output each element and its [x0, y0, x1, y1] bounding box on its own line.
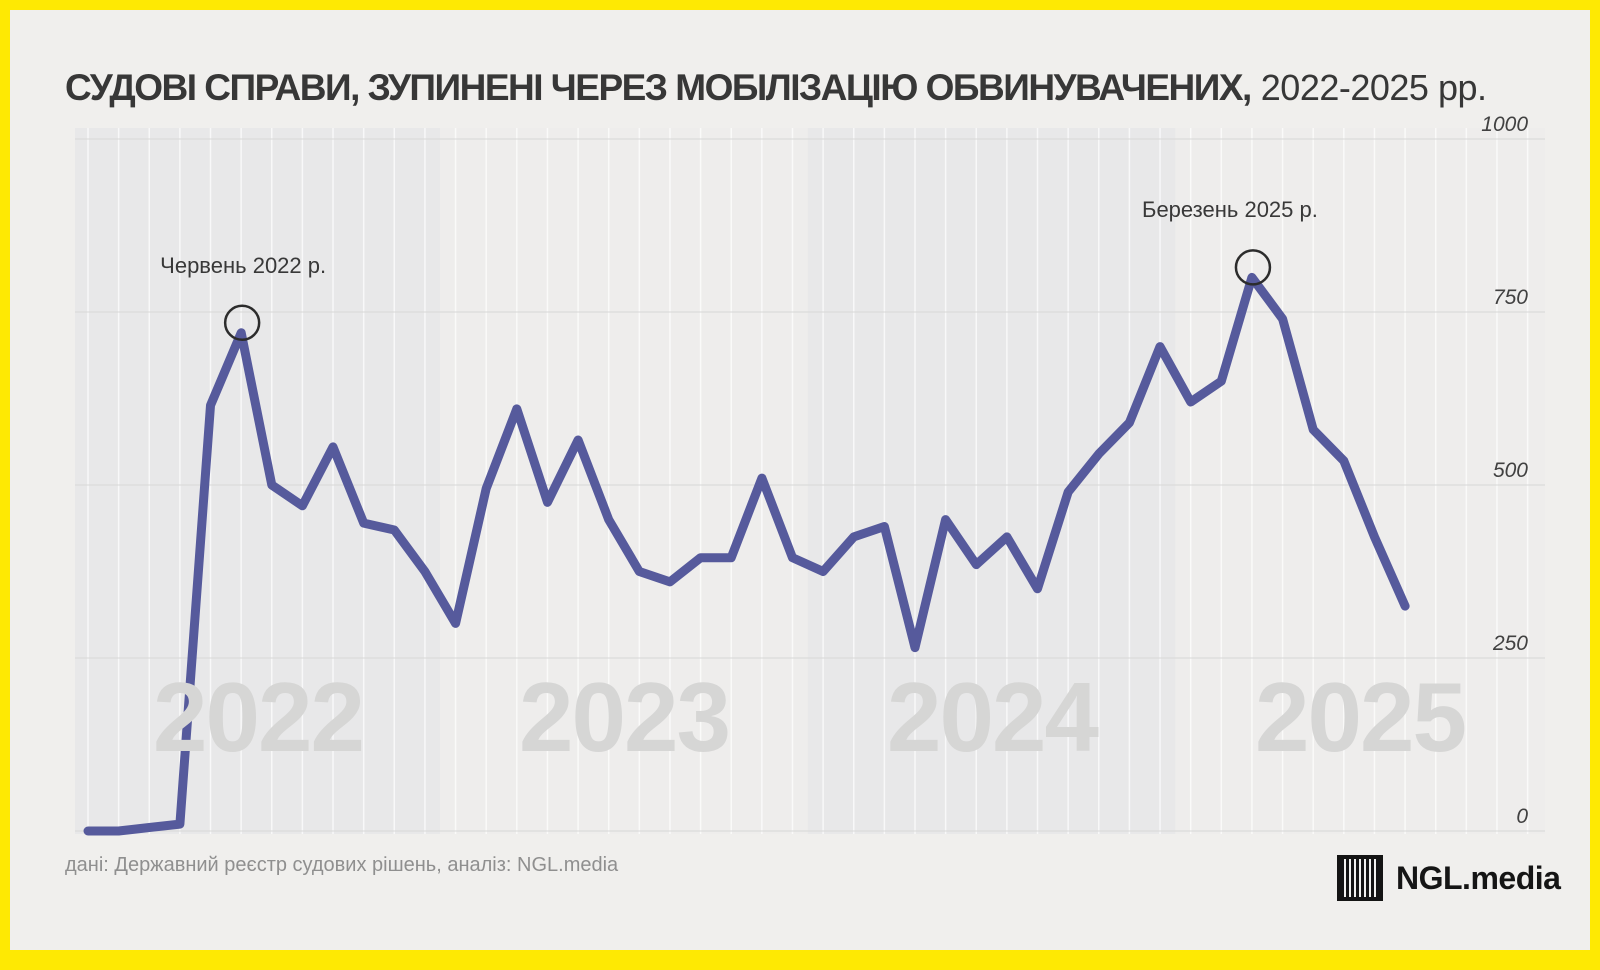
title-main: СУДОВІ СПРАВИ, ЗУПИНЕНІ ЧЕРЕЗ МОБІЛІЗАЦІ…: [65, 67, 1252, 109]
y-axis-tick-250: 250: [1492, 632, 1528, 655]
line-chart: [75, 128, 1545, 836]
y-axis-tick-0: 0: [1516, 805, 1528, 828]
year-watermark-2022: 2022: [152, 662, 365, 772]
logo-text: NGL.media: [1396, 859, 1561, 896]
annotation-label-march-2025: Березень 2025 р.: [1142, 197, 1318, 223]
year-band-2023: [440, 128, 808, 834]
page-title: СУДОВІ СПРАВИ, ЗУПИНЕНІ ЧЕРЕЗ МОБІЛІЗАЦІ…: [65, 67, 1487, 109]
data-source-caption: дані: Державний реєстр судових рішень, а…: [65, 854, 619, 876]
year-watermark-2025: 2025: [1254, 662, 1467, 772]
year-band-2024: [807, 128, 1176, 834]
year-watermark-2024: 2024: [886, 662, 1099, 772]
y-axis-tick-750: 750: [1492, 286, 1528, 309]
annotation-label-june-2022: Червень 2022 р.: [160, 252, 327, 278]
y-axis-tick-1000: 1000: [1481, 113, 1528, 136]
peak-circle-2022-06: [223, 304, 261, 342]
ngl-media-logo: NGL.media: [1337, 855, 1561, 901]
barcode-icon: [1337, 855, 1383, 901]
y-axis-tick-500: 500: [1492, 459, 1528, 482]
peak-circle-2025-03: [1234, 249, 1272, 286]
year-band-2025: [1175, 128, 1545, 834]
year-watermark-2023: 2023: [518, 662, 731, 772]
title-period: 2022-2025 рр.: [1260, 67, 1487, 109]
cases-line-series: [83, 272, 1410, 836]
year-band-2022: [75, 128, 441, 834]
poster-canvas: СУДОВІ СПРАВИ, ЗУПИНЕНІ ЧЕРЕЗ МОБІЛІЗАЦІ…: [10, 10, 1590, 950]
